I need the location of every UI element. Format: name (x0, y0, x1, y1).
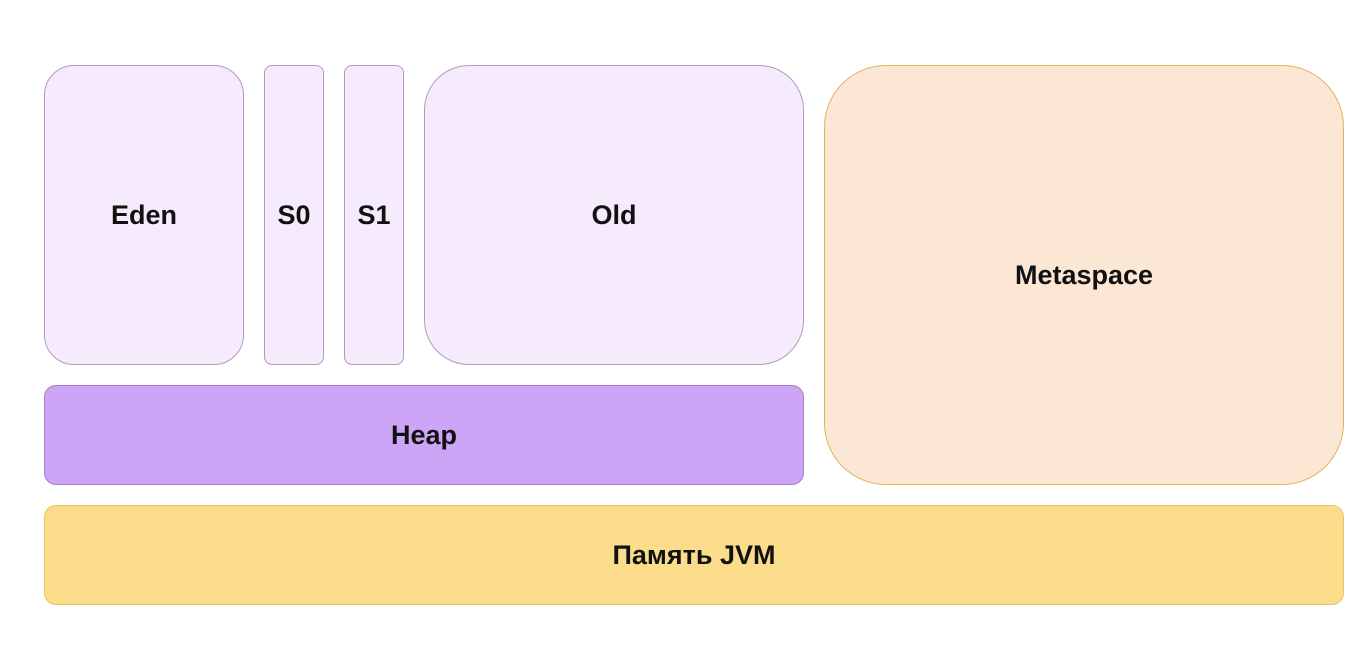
old-label: Old (591, 199, 637, 230)
s1-label: S1 (357, 199, 391, 230)
old-generation-block: Old (424, 65, 804, 365)
heap-block: Heap (44, 385, 804, 485)
s0-label: S0 (277, 199, 311, 230)
survivor-s0-block: S0 (264, 65, 324, 365)
eden-label: Eden (110, 199, 177, 230)
metaspace-label: Metaspace (1014, 259, 1154, 290)
survivor-s1-block: S1 (344, 65, 404, 365)
eden-block: Eden (44, 65, 244, 365)
metaspace-block: Metaspace (824, 65, 1344, 485)
heap-label: Heap (390, 419, 458, 450)
jvm-memory-block: Память JVM (44, 505, 1344, 605)
jvm-memory-label: Память JVM (612, 539, 776, 570)
